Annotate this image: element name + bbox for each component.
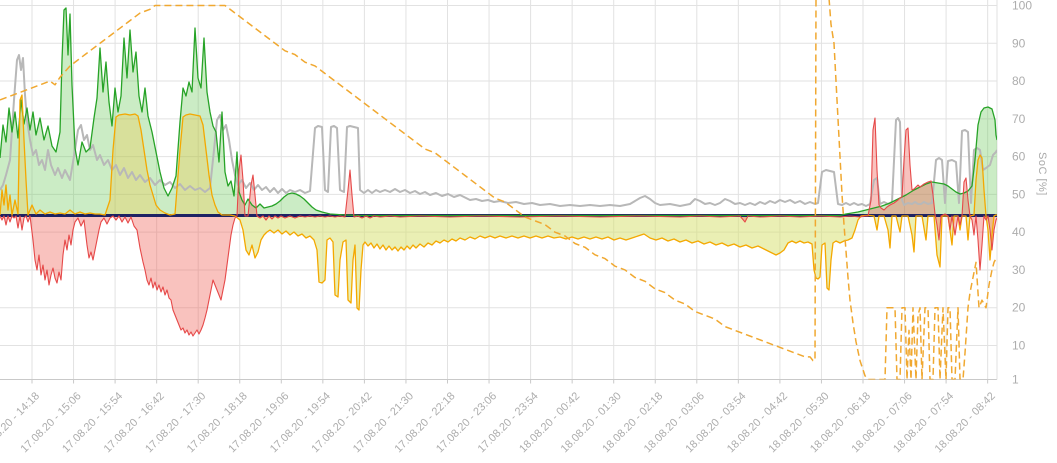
y-tick-label: 70: [1012, 112, 1026, 126]
pv-line: [0, 7, 997, 217]
pv-area: [0, 8, 997, 216]
plot-area: [0, 0, 997, 380]
y-tick-label: 20: [1012, 301, 1026, 315]
y-tick-label: 90: [1012, 36, 1026, 50]
y-axis-title: SoC [%]: [1036, 152, 1048, 196]
y-tick-label: 10: [1012, 338, 1026, 352]
grid-power-area: [0, 118, 997, 336]
battery-area-below: [0, 215, 997, 310]
y-tick-label: 30: [1012, 263, 1026, 277]
y-tick-label: 40: [1012, 225, 1026, 239]
y-tick-labels: 100 90 80 70 60 50 40 30 20 10 1: [1012, 0, 1032, 387]
y-tick-label: 60: [1012, 150, 1026, 164]
y-tick-label: 1: [1012, 373, 1019, 387]
battery-area-above: [0, 95, 997, 216]
y-tick-label: 80: [1012, 74, 1026, 88]
y-tick-label: 100: [1012, 0, 1032, 12]
grid-power-line: [0, 117, 997, 337]
y-tick-label: 50: [1012, 187, 1026, 201]
battery-line: [0, 94, 997, 311]
soc-line: [0, 0, 997, 380]
